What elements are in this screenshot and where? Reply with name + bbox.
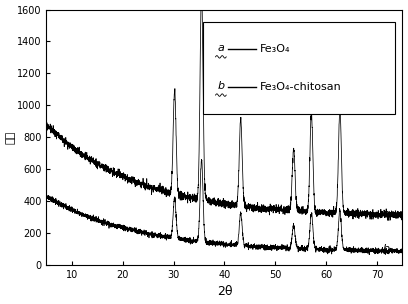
- Text: a: a: [382, 209, 389, 219]
- Text: Fe₃O₄: Fe₃O₄: [260, 44, 290, 54]
- Text: b: b: [217, 81, 224, 91]
- Y-axis label: 强度: 强度: [6, 131, 16, 144]
- Text: b: b: [382, 244, 389, 254]
- Text: a: a: [217, 43, 224, 53]
- FancyBboxPatch shape: [203, 22, 395, 114]
- Text: Fe₃O₄-chitosan: Fe₃O₄-chitosan: [260, 82, 342, 92]
- X-axis label: 2θ: 2θ: [217, 285, 232, 299]
